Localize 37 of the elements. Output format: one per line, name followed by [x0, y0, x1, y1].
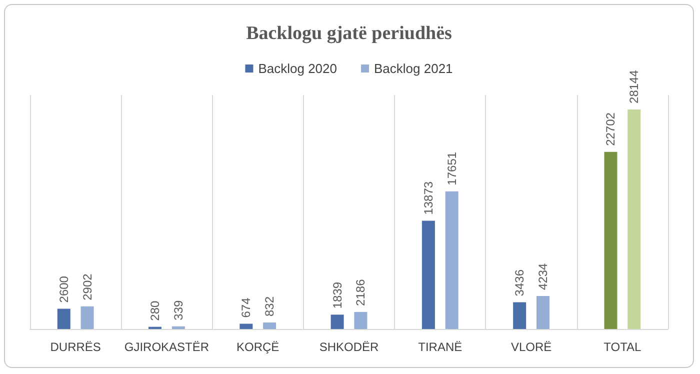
bar — [536, 296, 550, 329]
x-tick-label: TOTAL — [604, 340, 642, 354]
bar — [513, 302, 526, 329]
bar — [80, 306, 94, 329]
x-tick-label: TIRANË — [418, 340, 462, 354]
bar — [330, 314, 344, 329]
legend-label: Backlog 2021 — [374, 61, 453, 76]
data-label: 17651 — [444, 152, 459, 186]
x-tick-label: KORÇË — [236, 340, 280, 354]
data-label: 22702 — [604, 112, 618, 146]
bar — [445, 191, 458, 329]
data-label: 3436 — [512, 269, 527, 296]
data-label: 2186 — [354, 278, 368, 306]
bar — [172, 326, 185, 329]
data-label: 13873 — [421, 181, 436, 215]
x-tick-label: SHKODËR — [319, 340, 380, 354]
data-label: 280 — [148, 300, 162, 321]
data-label: 2902 — [80, 273, 94, 300]
bar — [57, 308, 70, 329]
bar — [354, 312, 368, 329]
data-label: 832 — [262, 296, 277, 317]
bar — [604, 152, 618, 329]
data-label: 4234 — [536, 262, 550, 290]
bar — [628, 109, 641, 329]
data-label: 28144 — [627, 70, 642, 104]
data-label: 2600 — [56, 276, 71, 303]
bar — [240, 324, 253, 329]
x-tick-label: DURRËS — [50, 340, 101, 354]
x-tick-label: VLORË — [510, 340, 552, 354]
bar — [263, 322, 276, 329]
x-tick-label: GJIROKASTËR — [124, 340, 210, 354]
chart-title: Backlogu gjatë periudhës — [246, 23, 452, 44]
data-label: 339 — [171, 300, 186, 320]
bar — [422, 220, 435, 329]
data-label: 674 — [239, 297, 254, 318]
legend-label: Backlog 2020 — [258, 61, 337, 76]
data-label: 1839 — [330, 282, 344, 309]
